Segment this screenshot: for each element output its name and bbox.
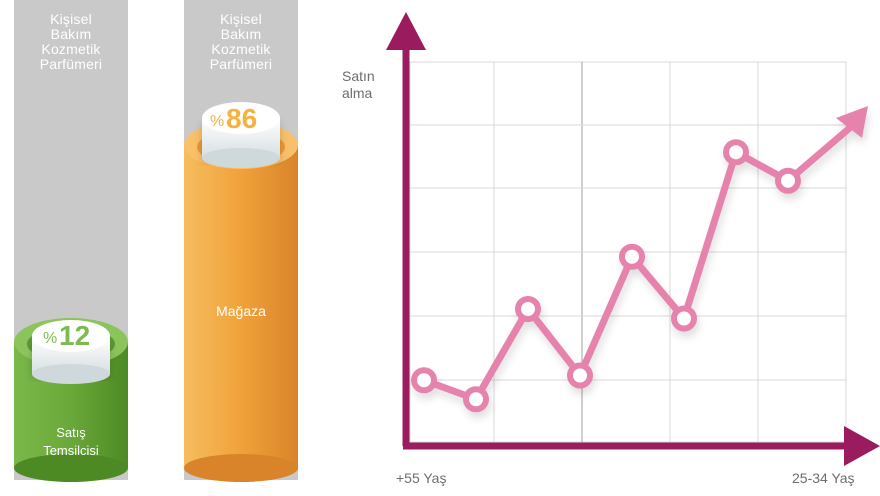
line-series (411, 106, 868, 413)
data-point (411, 367, 437, 394)
percent-value-right: 86 (226, 103, 257, 134)
title-line: Parfümeri (209, 56, 273, 72)
column-label-right: Mağaza (184, 302, 298, 320)
series-line (420, 148, 792, 403)
chart-axes (386, 12, 880, 466)
title-line: Kozmetik (41, 41, 101, 57)
x-axis-end-label: 25-34 Yaş (792, 470, 855, 486)
cylinder-bottom-left (14, 454, 128, 482)
label-line: Temsilcisi (43, 443, 99, 458)
x-axis-arrow (844, 426, 880, 466)
y-axis-label: Satın alma (342, 68, 375, 102)
y-axis-arrow (386, 12, 426, 50)
trend-arrow-line (784, 122, 856, 185)
column-title-left: Kişisel Bakım Kozmetik Parfümeri (14, 12, 128, 72)
title-line: Kozmetik (211, 41, 271, 57)
data-point (567, 362, 593, 389)
column-title-right: Kişisel Bakım Kozmetik Parfümeri (184, 12, 298, 72)
title-line: Bakım (50, 26, 92, 42)
data-point (515, 296, 541, 322)
cylinder-body-right (184, 145, 298, 468)
label-line: Satış (56, 425, 86, 440)
cylinder-left (14, 318, 128, 482)
y-axis-label-line: alma (342, 85, 373, 101)
title-line: Kişisel (220, 11, 262, 27)
column-label-left: Satış Temsilcisi (14, 424, 128, 460)
data-point (463, 386, 489, 413)
data-point (723, 139, 749, 166)
cap-bottom-left (32, 364, 110, 384)
title-line: Kişisel (50, 11, 92, 27)
title-line: Parfümeri (39, 56, 103, 72)
title-line: Bakım (220, 26, 262, 42)
label-line: Mağaza (216, 303, 266, 319)
percent-sign-left: % (43, 330, 57, 347)
cap-top-left (32, 320, 110, 352)
data-point (619, 243, 645, 270)
trend-arrow-head (836, 106, 868, 138)
cylinder-bottom-right (184, 454, 298, 482)
data-point (671, 305, 697, 332)
cylinder-right (184, 102, 298, 482)
percent-sign-right: % (210, 113, 224, 130)
cap-bottom-right (202, 148, 280, 168)
x-axis-start-label: +55 Yaş (396, 470, 447, 486)
percent-value-left: 12 (59, 320, 90, 351)
y-axis-label-line: Satın (342, 68, 375, 84)
cap-top-right (202, 102, 280, 134)
data-point (775, 167, 801, 194)
